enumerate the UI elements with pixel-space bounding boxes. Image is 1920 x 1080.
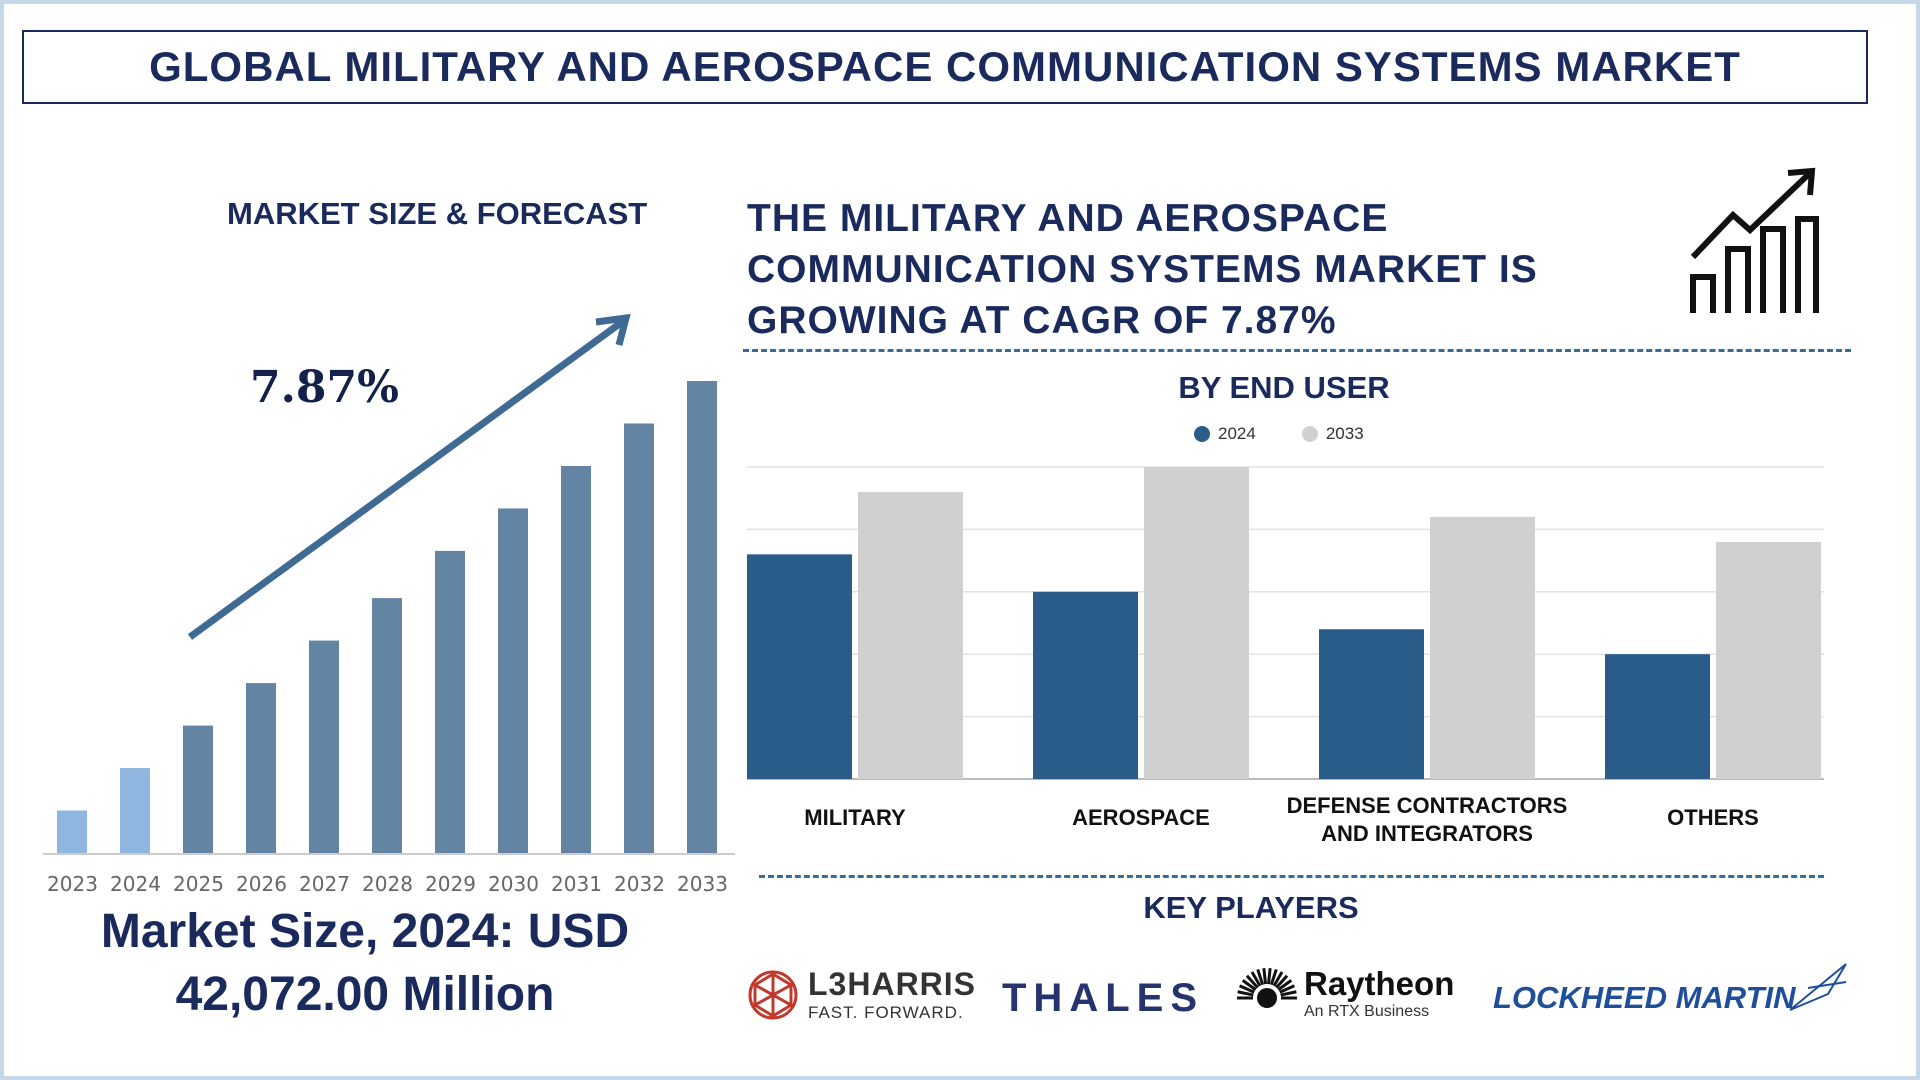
bar-2031 [561,465,591,853]
lockheed-star-icon [1788,963,1847,1011]
year-label: 2024 [110,872,161,896]
legend-label-2033: 2033 [1325,424,1364,443]
headline-line: THE MILITARY AND AEROSPACE [747,197,1389,240]
year-label: 2023 [47,872,98,896]
bar-2033-0 [858,491,963,779]
bar-2024-3 [1605,654,1710,779]
page-title: GLOBAL MILITARY AND AEROSPACE COMMUNICAT… [22,30,1868,104]
lockheed-martin-logo: LOCKHEED MARTIN [1493,963,1848,1016]
headline-line: GROWING AT CAGR OF 7.87% [747,299,1337,342]
bar-2029 [435,550,465,853]
market-forecast-chart [43,313,735,855]
l3harris-emblem-icon [748,970,798,1019]
bar-2027 [309,640,339,853]
year-label: 2031 [551,872,602,896]
bar-2033 [687,381,717,853]
bar-2028 [372,598,402,853]
legend: 2024 2033 [1194,424,1364,444]
year-label: 2029 [425,872,476,896]
year-label: 2028 [362,872,413,896]
l3harris-name: L3HARRIS [808,966,977,1002]
category-label: MILITARY [705,804,1005,832]
bar-2033-2 [1430,516,1535,779]
bar-2026 [246,683,276,853]
divider [743,349,1851,352]
category-label-line: MILITARY [804,805,906,830]
growth-chart-icon [1690,167,1819,313]
key-players-heading: KEY PLAYERS [1143,890,1359,925]
bar-2025 [183,725,213,853]
raytheon-sunburst-icon [1237,968,1297,1008]
year-label: 2026 [236,872,287,896]
year-label: 2032 [614,872,665,896]
category-label-line: OTHERS [1667,805,1759,830]
legend-swatch-2024 [1194,426,1210,442]
year-label: 2027 [299,872,350,896]
divider [759,875,1824,878]
category-label-line: AND INTEGRATORS [1321,821,1533,846]
bar-2024-1 [1033,591,1138,779]
l3harris-logo: L3HARRIS FAST. FORWARD. [746,966,976,1023]
bar-2033-3 [1716,541,1821,779]
bar-2030 [498,508,528,853]
bar-2024 [120,768,150,853]
category-label: AEROSPACE [991,804,1291,832]
thales-logo: THALES [1002,976,1204,1020]
year-label: 2033 [677,872,728,896]
raytheon-name: Raytheon [1304,965,1455,1002]
growth-arrow-icon [187,313,631,640]
end-user-heading: BY END USER [1178,370,1390,405]
raytheon-logo: Raytheon An RTX Business [1234,960,1454,1026]
cagr-value: 7.87% [250,362,399,413]
year-label: 2030 [488,872,539,896]
bar-2024-0 [747,554,852,779]
bar-2023 [57,810,87,853]
headline-line: COMMUNICATION SYSTEMS MARKET IS [747,248,1538,291]
category-label: DEFENSE CONTRACTORS AND INTEGRATORS [1277,792,1577,848]
category-label-line: DEFENSE CONTRACTORS [1286,793,1568,818]
bar-2033-1 [1144,467,1249,779]
raytheon-tagline: An RTX Business [1304,1003,1430,1020]
year-label: 2025 [173,872,224,896]
category-label: OTHERS [1563,804,1863,832]
l3harris-tagline: FAST. FORWARD. [808,1003,964,1022]
category-label-line: AEROSPACE [1072,805,1210,830]
legend-swatch-2033 [1301,426,1318,442]
bar-2032 [624,423,654,853]
bar-2024-2 [1319,629,1424,779]
lockheed-martin-name: LOCKHEED MARTIN [1493,980,1796,1015]
legend-label-2024: 2024 [1218,424,1256,443]
end-user-chart [747,466,1824,780]
market-size-line2: 42,072.00 Million [175,968,555,1021]
cagr-headline: THE MILITARY AND AEROSPACE COMMUNICATION… [747,193,1538,346]
market-size-line1: Market Size, 2024: USD [100,905,630,958]
